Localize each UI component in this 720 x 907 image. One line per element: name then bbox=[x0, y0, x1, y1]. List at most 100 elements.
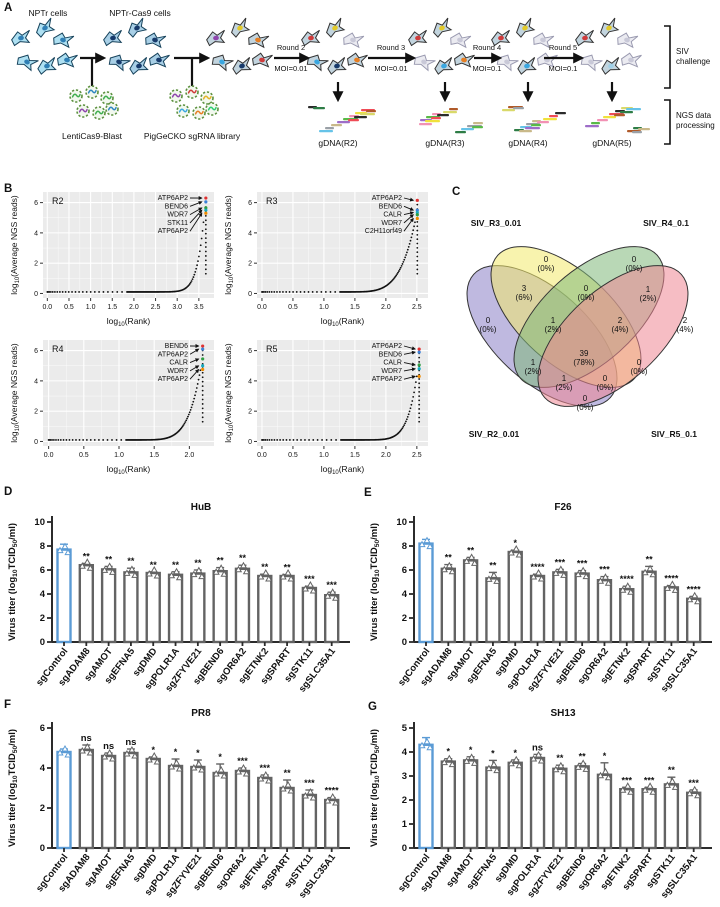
virus-icon bbox=[76, 104, 90, 118]
cell-icon bbox=[149, 52, 170, 68]
data-point-triangle bbox=[490, 571, 498, 578]
bar-sgAMOT bbox=[462, 759, 479, 850]
data-point-triangle bbox=[462, 557, 471, 564]
venn-ellipse-SIV_R5_0.1 bbox=[537, 265, 689, 407]
significance-label: ** bbox=[579, 752, 587, 762]
y-tick-label: 0 bbox=[34, 439, 38, 446]
y-axis-label: log10(Average NGS reads) bbox=[9, 195, 21, 295]
x-tick-label: 0.5 bbox=[288, 304, 298, 311]
data-point-triangle bbox=[172, 567, 181, 575]
data-point-triangle bbox=[619, 786, 627, 793]
bar-sgSPART bbox=[641, 787, 657, 850]
y-tick-label: 4 bbox=[40, 589, 46, 600]
bar-sgSTK11 bbox=[663, 586, 680, 644]
data-point-triangle bbox=[153, 571, 161, 579]
significance-label: * bbox=[447, 747, 451, 757]
sgrna-library-label: PigGeCKO sgRNA library bbox=[144, 131, 241, 141]
data-point-triangle bbox=[646, 564, 654, 572]
data-point-triangle bbox=[265, 776, 273, 784]
data-point-triangle bbox=[234, 565, 243, 573]
significance-label: ** bbox=[284, 563, 292, 573]
x-tick-label: 0.5 bbox=[64, 304, 74, 311]
data-point-triangle bbox=[448, 567, 456, 575]
cell-icon bbox=[57, 52, 78, 68]
data-point-triangle bbox=[493, 577, 501, 584]
data-point-triangle bbox=[624, 582, 632, 589]
cell-icon bbox=[433, 17, 453, 38]
gene-point-C2H11orf49 bbox=[415, 216, 419, 221]
bar-sgZFYVE21 bbox=[190, 572, 206, 644]
venn-region-pct-R2R3R5: (2%) bbox=[556, 383, 573, 392]
y-tick-label: 0 bbox=[34, 291, 38, 298]
gene-point-WDR7 bbox=[201, 364, 205, 368]
data-point-triangle bbox=[537, 574, 546, 582]
bar-sgBEND6 bbox=[574, 572, 590, 644]
nptr-cells-label: NPTr cells bbox=[29, 8, 68, 18]
cell-icon bbox=[145, 32, 167, 49]
data-point-triangle bbox=[83, 742, 91, 750]
significance-label: *** bbox=[555, 557, 566, 567]
gene-point-CALR bbox=[201, 357, 205, 361]
data-point-triangle bbox=[560, 767, 568, 775]
x-tick-label: 0.0 bbox=[42, 304, 52, 311]
gene-point-BEND6 bbox=[201, 344, 205, 348]
cell-icon bbox=[496, 54, 519, 72]
data-point-triangle bbox=[257, 774, 265, 782]
cell-icon bbox=[103, 29, 123, 47]
subplot-title: R5 bbox=[266, 344, 278, 354]
moi-label: MOI=0.01 bbox=[374, 64, 407, 73]
data-point-triangle bbox=[150, 565, 158, 573]
venn-set-label-R4: SIV_R4_0.1 bbox=[643, 218, 689, 228]
virus-icon bbox=[205, 102, 219, 116]
data-point-triangle bbox=[217, 765, 225, 773]
data-point-triangle bbox=[123, 569, 131, 576]
cell-icon bbox=[248, 32, 270, 49]
y-tick-label: 6 bbox=[248, 348, 252, 355]
data-point-triangle bbox=[153, 757, 161, 765]
y-tick-label: 0 bbox=[402, 637, 407, 648]
cell-icon bbox=[327, 57, 347, 75]
data-point-triangle bbox=[234, 767, 243, 775]
venn-region-count-R4R5: 1 bbox=[646, 285, 651, 294]
data-point-triangle bbox=[582, 765, 590, 772]
data-point-triangle bbox=[418, 540, 426, 548]
y-axis-label: log10(Average NGS reads) bbox=[223, 195, 235, 295]
y-tick-label: 6 bbox=[34, 348, 38, 355]
y-tick-label: 3 bbox=[402, 771, 407, 782]
ngs-reads bbox=[419, 108, 483, 134]
y-tick-label: 0 bbox=[248, 439, 252, 446]
data-point-triangle bbox=[195, 759, 203, 767]
data-point-triangle bbox=[324, 592, 332, 599]
y-tick-label: 6 bbox=[34, 200, 38, 207]
cell-icon bbox=[621, 52, 642, 68]
data-point-triangle bbox=[552, 765, 560, 773]
y-tick-label: 8 bbox=[402, 541, 407, 552]
cell-icon bbox=[347, 52, 368, 68]
significance-label: ** bbox=[467, 545, 475, 555]
gene-label: WDR7 bbox=[381, 368, 402, 375]
panel-label-a: A bbox=[4, 2, 13, 14]
y-tick-label: 2 bbox=[402, 613, 407, 624]
y-tick-label: 10 bbox=[396, 517, 407, 528]
screening-workflow-schematic: NPTr cells NPTr-Cas9 cells LentiCas9-Blast… bbox=[11, 8, 715, 148]
data-point-triangle bbox=[167, 571, 176, 579]
ngs-label-2: processing bbox=[676, 121, 715, 130]
venn-region-count-R2R4R5: 0 bbox=[603, 374, 608, 383]
cell-icon bbox=[517, 57, 537, 75]
data-point-triangle bbox=[175, 764, 184, 772]
significance-label: ** bbox=[150, 560, 158, 570]
cell-icon bbox=[343, 32, 365, 49]
data-point-triangle bbox=[329, 792, 337, 800]
bar-sgZFYVE21 bbox=[190, 765, 206, 850]
significance-label: ** bbox=[646, 554, 654, 564]
venn-region-pct-R4R5: (2%) bbox=[640, 294, 657, 303]
x-axis-label: log10(Rank) bbox=[107, 464, 151, 476]
data-point-triangle bbox=[61, 744, 69, 752]
chart-title: SH13 bbox=[550, 708, 575, 719]
x-tick-label: 2.0 bbox=[129, 304, 139, 311]
cell-icon bbox=[600, 17, 620, 38]
bar-sgAMOT bbox=[100, 568, 117, 644]
y-tick-label: 2 bbox=[34, 409, 38, 416]
gene-label: CALR bbox=[169, 360, 188, 367]
bar-sgETNK2 bbox=[257, 574, 273, 644]
